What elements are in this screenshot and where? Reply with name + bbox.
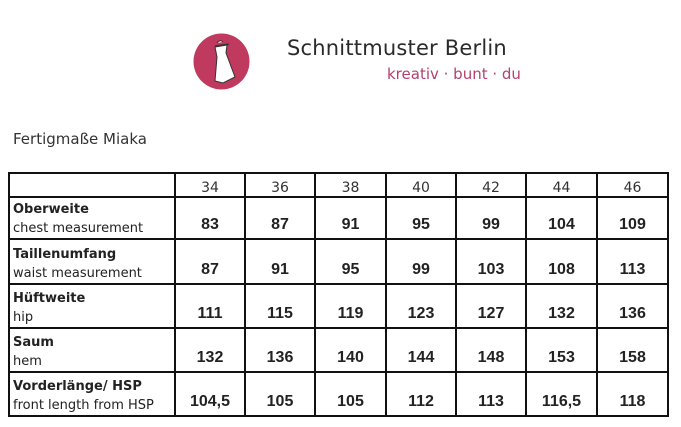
label-english: chest measurement xyxy=(13,221,144,236)
value-cell: 111 xyxy=(174,283,246,329)
value-cell: 104 xyxy=(525,196,598,240)
label-german: Hüftweite xyxy=(13,291,86,306)
size-header: 38 xyxy=(314,172,387,198)
size-header: 34 xyxy=(174,172,246,198)
value-cell: 87 xyxy=(174,238,246,285)
label-german: Oberweite xyxy=(13,202,89,217)
header-row: 34 36 38 40 42 44 46 xyxy=(8,172,669,198)
value-cell: 123 xyxy=(385,283,457,329)
value-cell: 116,5 xyxy=(525,371,598,417)
row-label: Saum hem xyxy=(8,327,176,373)
size-header: 46 xyxy=(596,172,669,198)
value-cell: 112 xyxy=(385,371,457,417)
value-cell: 119 xyxy=(314,283,387,329)
row-label: Taillenumfang waist measurement xyxy=(8,238,176,285)
size-header: 40 xyxy=(385,172,457,198)
value-cell: 144 xyxy=(385,327,457,373)
value-cell: 158 xyxy=(596,327,669,373)
value-cell: 104,5 xyxy=(174,371,246,417)
label-english: waist measurement xyxy=(13,266,142,281)
label-english: front length from HSP xyxy=(13,398,154,413)
label-english: hem xyxy=(13,354,42,369)
table-row: Saum hem 132 136 140 144 148 153 158 xyxy=(8,327,669,373)
label-german: Taillenumfang xyxy=(13,247,117,262)
row-label: Oberweite chest measurement xyxy=(8,196,176,240)
value-cell: 83 xyxy=(174,196,246,240)
value-cell: 91 xyxy=(314,196,387,240)
value-cell: 99 xyxy=(455,196,527,240)
value-cell: 108 xyxy=(525,238,598,285)
value-cell: 148 xyxy=(455,327,527,373)
label-english: hip xyxy=(13,310,34,325)
size-header: 42 xyxy=(455,172,527,198)
table-row: Hüftweite hip 111 115 119 123 127 132 136 xyxy=(8,283,669,329)
value-cell: 136 xyxy=(596,283,669,329)
label-german: Saum xyxy=(13,335,54,350)
value-cell: 105 xyxy=(244,371,316,417)
value-cell: 95 xyxy=(314,238,387,285)
value-cell: 99 xyxy=(385,238,457,285)
value-cell: 132 xyxy=(525,283,598,329)
value-cell: 132 xyxy=(174,327,246,373)
value-cell: 91 xyxy=(244,238,316,285)
row-label: Hüftweite hip xyxy=(8,283,176,329)
page-title: Fertigmaße Miaka xyxy=(13,130,147,148)
value-cell: 95 xyxy=(385,196,457,240)
logo-dress-icon xyxy=(193,33,250,90)
size-header: 36 xyxy=(244,172,316,198)
value-cell: 113 xyxy=(596,238,669,285)
value-cell: 115 xyxy=(244,283,316,329)
label-german: Vorderlänge/ HSP xyxy=(13,379,142,394)
measurement-table: 34 36 38 40 42 44 46 Oberweite chest measurement… xyxy=(8,172,669,417)
value-cell: 87 xyxy=(244,196,316,240)
row-label: Vorderlänge/ HSP front length from HSP xyxy=(8,371,176,417)
value-cell: 127 xyxy=(455,283,527,329)
corner-cell xyxy=(8,172,176,198)
value-cell: 103 xyxy=(455,238,527,285)
table-row: Vorderlänge/ HSP front length from HSP 104… xyxy=(8,371,669,417)
brand-tagline: kreativ · bunt · du xyxy=(387,65,521,83)
brand-name: Schnittmuster Berlin xyxy=(287,36,507,60)
value-cell: 109 xyxy=(596,196,669,240)
value-cell: 140 xyxy=(314,327,387,373)
value-cell: 136 xyxy=(244,327,316,373)
value-cell: 153 xyxy=(525,327,598,373)
size-header: 44 xyxy=(525,172,598,198)
value-cell: 113 xyxy=(455,371,527,417)
table-row: Taillenumfang waist measurement 87 91 95 99 10… xyxy=(8,238,669,285)
value-cell: 118 xyxy=(596,371,669,417)
value-cell: 105 xyxy=(314,371,387,417)
table-row: Oberweite chest measurement 83 87 91 95 99 104 1… xyxy=(8,196,669,240)
